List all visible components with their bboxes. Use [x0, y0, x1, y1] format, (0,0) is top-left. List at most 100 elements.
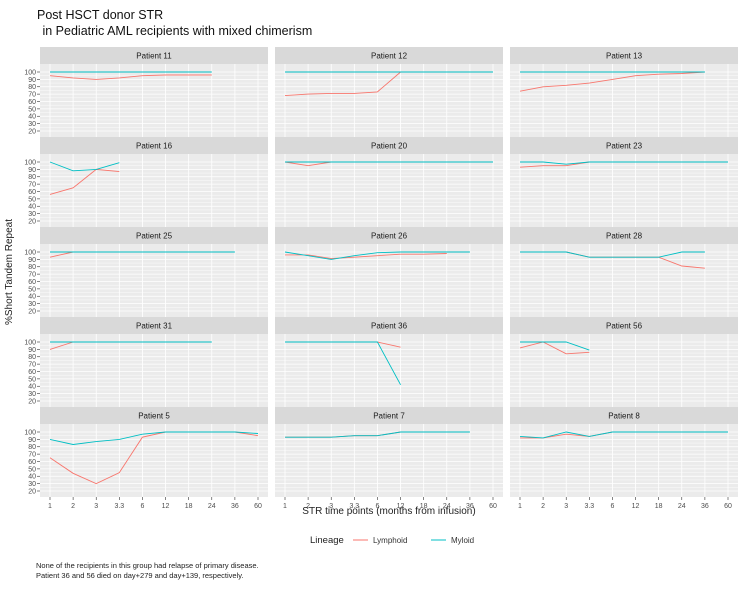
- panel-background: [510, 154, 738, 227]
- panel-patient-26: Patient 26: [275, 227, 503, 317]
- x-tick-label: 36: [466, 503, 474, 510]
- y-tick-label: 60: [28, 99, 36, 106]
- y-tick-label: 30: [28, 121, 36, 128]
- panel-background: [40, 64, 268, 137]
- y-tick-label: 100: [24, 429, 36, 436]
- y-tick-label: 30: [28, 211, 36, 218]
- y-tick-label: 80: [28, 264, 36, 271]
- y-tick-label: 50: [28, 376, 36, 383]
- panel-patient-23: Patient 23: [510, 137, 738, 227]
- y-tick-label: 20: [28, 218, 36, 225]
- series-line-myloid: [284, 251, 470, 260]
- x-tick-label: 60: [254, 503, 262, 510]
- y-tick-label: 100: [24, 249, 36, 256]
- series-line-lymphoid: [49, 251, 74, 258]
- y-tick-label: 50: [28, 466, 36, 473]
- y-tick-label: 100: [24, 339, 36, 346]
- panel-title: Patient 25: [136, 232, 173, 241]
- y-tick-label: 30: [28, 301, 36, 308]
- panel-strip: [40, 227, 268, 244]
- panel-strip: [510, 407, 738, 424]
- series-line-myloid: [285, 431, 470, 438]
- panel-patient-13: Patient 13: [510, 47, 738, 137]
- y-tick-label: 90: [28, 437, 36, 444]
- x-tick-label: 18: [655, 503, 663, 510]
- y-tick-label: 40: [28, 384, 36, 391]
- y-tick-label: 70: [28, 182, 36, 189]
- panel-strip: [275, 47, 503, 64]
- panel-title: Patient 11: [136, 52, 172, 61]
- panel-title: Patient 31: [136, 322, 173, 331]
- y-tick-label: 30: [28, 391, 36, 398]
- x-tick-label: 24: [208, 503, 216, 510]
- panel-strip: [275, 407, 503, 424]
- panel-title: Patient 56: [606, 322, 643, 331]
- panel-strip: [40, 137, 268, 154]
- y-tick-label: 60: [28, 369, 36, 376]
- x-tick-label: 6: [140, 503, 144, 510]
- y-tick-label: 40: [28, 114, 36, 121]
- x-tick-label: 36: [701, 503, 709, 510]
- panel-title: Patient 8: [608, 412, 640, 421]
- series-line-lymphoid: [284, 161, 332, 167]
- legend-label-myloid: Myloid: [451, 536, 474, 545]
- panel-title: Patient 28: [606, 232, 643, 241]
- panel-patient-12: Patient 12: [275, 47, 503, 137]
- panel-patient-36: Patient 36: [275, 317, 503, 407]
- panel-title: Patient 16: [136, 142, 173, 151]
- panel-strip: [510, 47, 738, 64]
- x-tick-label: 24: [443, 503, 451, 510]
- series-line-lymphoid: [519, 71, 705, 92]
- series-line-lymphoid: [49, 341, 74, 350]
- x-tick-label: 1: [518, 503, 522, 510]
- y-tick-label: 100: [24, 159, 36, 166]
- panel-strip: [40, 47, 268, 64]
- series-line-lymphoid: [49, 168, 120, 195]
- x-tick-label: 18: [185, 503, 193, 510]
- panel-background: [275, 334, 503, 407]
- x-tick-label: 12: [632, 503, 640, 510]
- series-line-myloid: [520, 251, 705, 258]
- x-tick-label: 3.3: [349, 503, 359, 510]
- series-line-lymphoid: [284, 71, 401, 97]
- panel-patient-20: Patient 20: [275, 137, 503, 227]
- x-tick-label: 2: [541, 503, 545, 510]
- panel-patient-8: Patient 81 2 3 3.3 6 12 18 24 36 60: [510, 407, 738, 510]
- y-tick-label: 70: [28, 92, 36, 99]
- panel-strip: [275, 137, 503, 154]
- y-tick-label: 70: [28, 272, 36, 279]
- y-tick-label: 40: [28, 294, 36, 301]
- series-line-myloid: [49, 431, 259, 445]
- panel-background: [40, 154, 268, 227]
- series-line-myloid: [285, 341, 401, 386]
- y-tick-label: 40: [28, 204, 36, 211]
- panel-strip: [40, 407, 268, 424]
- panel-title: Patient 5: [138, 412, 170, 421]
- x-tick-label: 18: [420, 503, 428, 510]
- y-tick-label: 30: [28, 481, 36, 488]
- panel-strip: [510, 137, 738, 154]
- y-tick-label: 90: [28, 347, 36, 354]
- y-tick-label: 20: [28, 398, 36, 405]
- panel-strip: [510, 227, 738, 244]
- y-axis-title: %Short Tandem Repeat: [4, 219, 15, 325]
- caption-line1: None of the recipients in this group had…: [36, 561, 259, 570]
- panel-title: Patient 36: [371, 322, 408, 331]
- y-tick-label: 90: [28, 257, 36, 264]
- panel-title: Patient 26: [371, 232, 408, 241]
- panel-strip: [40, 317, 268, 334]
- panel-background: [275, 154, 503, 227]
- x-axis-title: STR time points (months from infusion): [302, 506, 475, 517]
- x-tick-label: 60: [489, 503, 497, 510]
- x-tick-label: 3: [329, 503, 333, 510]
- panel-strip: [510, 317, 738, 334]
- y-tick-label: 80: [28, 84, 36, 91]
- x-tick-label: 3.3: [114, 503, 124, 510]
- series-line-lymphoid: [49, 74, 212, 80]
- y-tick-label: 80: [28, 174, 36, 181]
- y-tick-label: 50: [28, 196, 36, 203]
